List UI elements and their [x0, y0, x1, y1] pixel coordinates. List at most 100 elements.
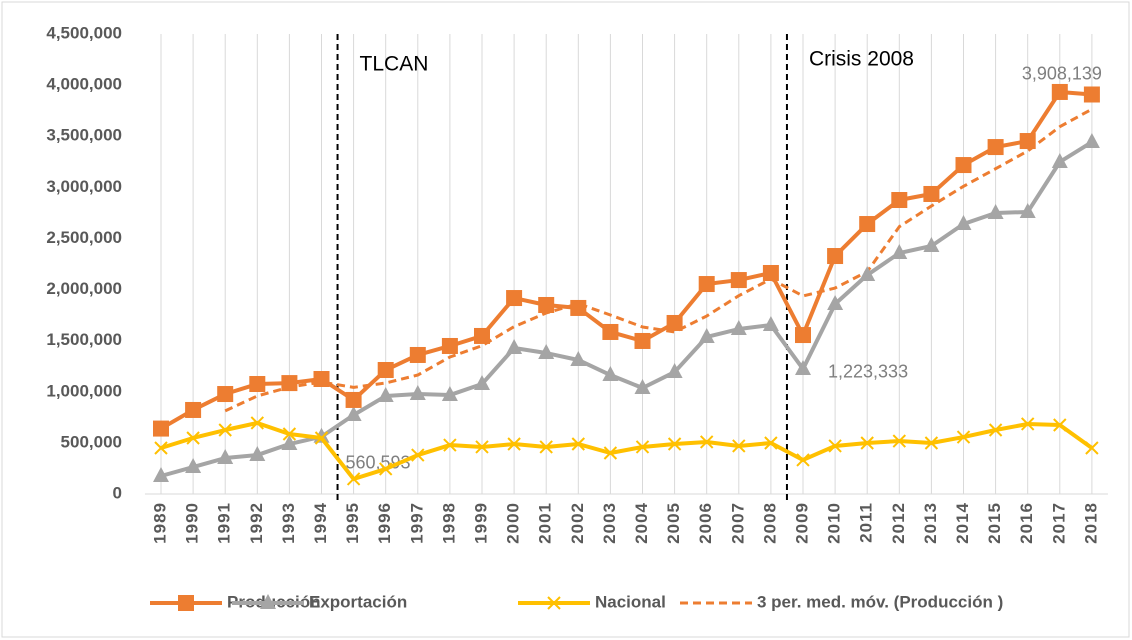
- marker: [217, 449, 234, 465]
- marker: [185, 458, 202, 474]
- x-tick-label: 2004: [632, 502, 651, 544]
- marker: [762, 264, 779, 281]
- y-tick-label: 4,500,000: [46, 23, 122, 42]
- marker: [891, 192, 908, 209]
- marker: [859, 216, 876, 233]
- marker: [602, 323, 619, 340]
- marker: [987, 203, 1004, 219]
- x-tick-label: 1996: [375, 502, 394, 544]
- marker: [635, 440, 650, 454]
- annotation-text: Crisis 2008: [809, 48, 914, 71]
- x-tick-label: 1995: [343, 502, 362, 544]
- marker: [281, 375, 298, 392]
- marker: [1053, 418, 1067, 432]
- marker: [153, 467, 169, 483]
- marker: [378, 462, 393, 476]
- x-tick-label: 1997: [407, 502, 426, 544]
- marker: [1083, 86, 1100, 103]
- y-tick-label: 0: [113, 483, 122, 502]
- data-label: 3,908,139: [1022, 63, 1102, 83]
- marker: [667, 437, 682, 451]
- legend-label: Nacional: [595, 592, 666, 611]
- x-tick-label: 2003: [600, 502, 619, 544]
- marker: [345, 391, 362, 408]
- marker: [474, 327, 490, 344]
- marker: [762, 316, 779, 332]
- marker: [185, 401, 202, 418]
- x-tick-label: 2006: [696, 502, 715, 544]
- x-tick-label: 1989: [150, 502, 169, 544]
- marker: [217, 386, 234, 403]
- marker: [923, 185, 940, 202]
- marker: [570, 350, 587, 366]
- marker: [634, 332, 651, 349]
- marker: [1085, 441, 1099, 455]
- marker: [666, 363, 683, 379]
- x-tick-label: 2002: [568, 502, 587, 544]
- x-tick-label: 1999: [471, 502, 490, 544]
- legend-marker: [260, 594, 276, 609]
- x-tick-label: 2001: [536, 502, 555, 544]
- marker: [570, 299, 587, 316]
- marker: [313, 371, 330, 387]
- marker: [346, 472, 361, 486]
- marker: [1083, 133, 1100, 149]
- marker: [955, 215, 972, 231]
- marker: [186, 431, 200, 445]
- marker: [730, 272, 747, 289]
- marker: [154, 441, 168, 455]
- marker: [698, 327, 715, 343]
- marker: [1020, 417, 1035, 431]
- x-tick-label: 1990: [183, 502, 202, 544]
- marker: [956, 430, 971, 444]
- marker: [538, 344, 555, 360]
- legend-label: Exportación: [309, 592, 407, 611]
- marker: [153, 420, 169, 437]
- marker: [987, 139, 1004, 156]
- marker: [571, 437, 586, 451]
- y-tick-label: 3,000,000: [46, 177, 122, 196]
- y-tick-label: 2,000,000: [46, 279, 122, 298]
- marker: [377, 386, 394, 402]
- marker: [249, 446, 266, 462]
- marker: [795, 327, 811, 344]
- x-tick-label: 2005: [664, 502, 683, 544]
- y-tick-label: 3,500,000: [46, 126, 122, 145]
- x-tick-label: 2014: [953, 502, 972, 544]
- x-tick-label: 2018: [1081, 502, 1100, 544]
- marker: [345, 405, 362, 421]
- marker: [538, 296, 555, 313]
- y-tick-label: 500,000: [61, 432, 122, 451]
- legend-marker: [178, 595, 194, 611]
- marker: [282, 427, 297, 441]
- marker: [250, 416, 265, 430]
- y-tick-label: 4,000,000: [46, 75, 122, 94]
- marker: [699, 435, 714, 449]
- x-tick-label: 2008: [760, 502, 779, 544]
- marker: [443, 438, 457, 452]
- marker: [602, 366, 619, 382]
- marker: [955, 157, 972, 174]
- x-tick-label: 1998: [439, 502, 458, 544]
- x-tick-label: 2017: [1049, 502, 1068, 544]
- marker: [441, 337, 458, 354]
- marker: [860, 436, 874, 450]
- marker: [506, 339, 523, 355]
- x-tick-label: 2012: [889, 502, 908, 544]
- x-tick-label: 2015: [985, 502, 1004, 544]
- marker: [859, 266, 876, 282]
- x-tick-label: 1992: [247, 502, 266, 544]
- marker: [1051, 83, 1068, 100]
- marker: [281, 435, 298, 451]
- marker: [891, 244, 908, 260]
- marker: [796, 453, 810, 467]
- marker: [730, 320, 747, 336]
- x-tick-label: 1993: [279, 502, 298, 544]
- marker: [1019, 202, 1036, 218]
- marker: [411, 448, 425, 462]
- marker: [924, 436, 939, 450]
- marker: [506, 290, 523, 307]
- marker: [764, 436, 778, 450]
